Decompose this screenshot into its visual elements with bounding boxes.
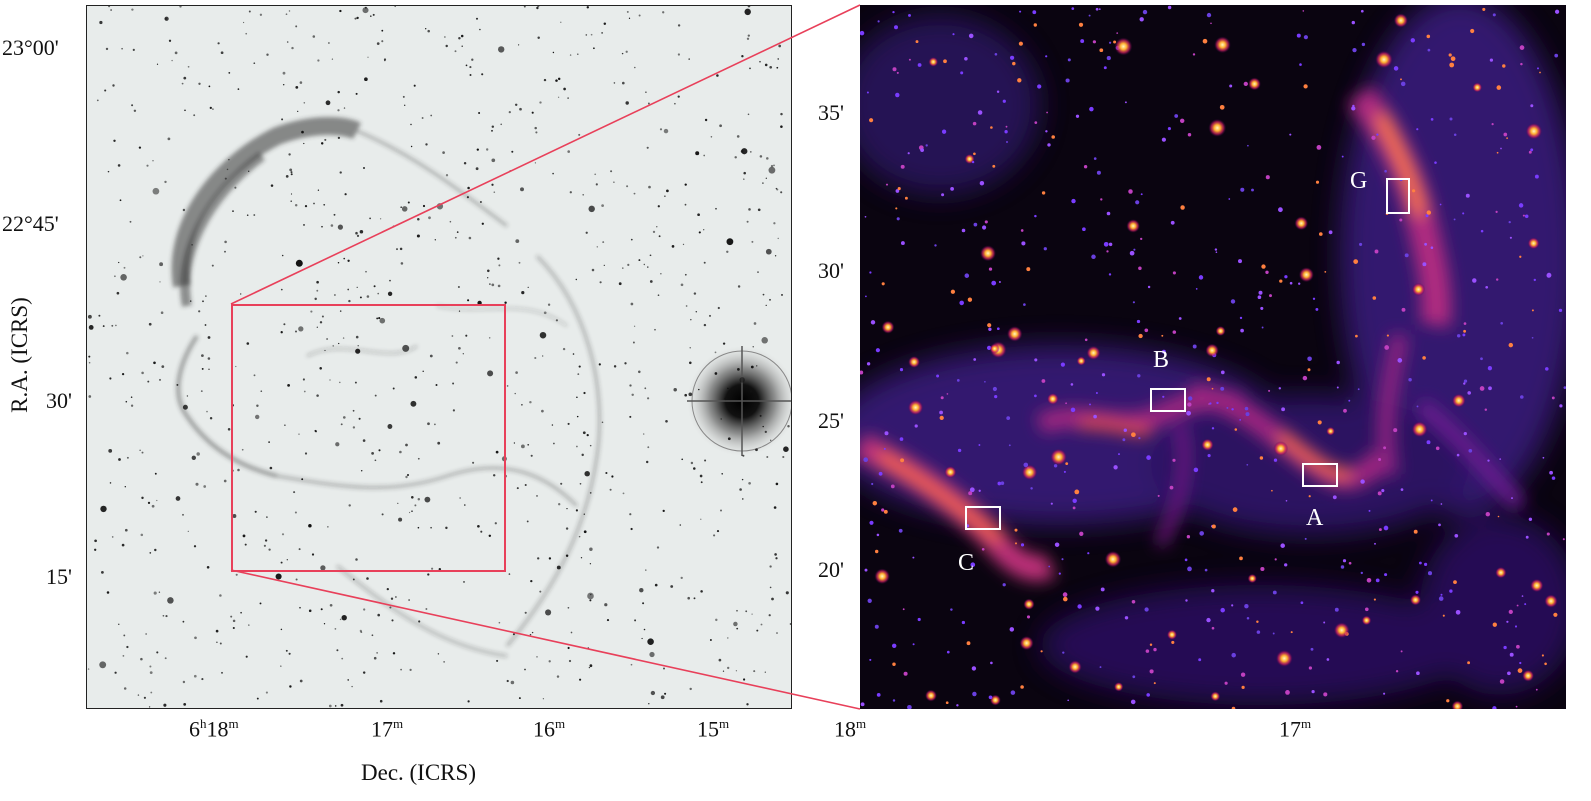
left-sky-image (87, 6, 791, 708)
left-y-tick: 30' (46, 388, 72, 413)
right-x-tick: 17m (1279, 716, 1312, 742)
region-box-g (1386, 178, 1410, 214)
right-emission-image (860, 5, 1566, 709)
left-x-tick: 15m (697, 716, 730, 742)
left-y-axis-title: R.A. (ICRS) (7, 297, 32, 413)
right-x-tick: 18m (834, 716, 867, 742)
left-x-axis-title: Dec. (ICRS) (361, 760, 476, 785)
right-y-tick: 25' (818, 408, 844, 433)
right-image-panel: G B A C (860, 5, 1566, 709)
region-label-g: G (1350, 168, 1368, 194)
right-y-tick: 35' (818, 100, 844, 125)
left-y-tick: 22°45' (2, 211, 59, 236)
region-label-a: A (1306, 505, 1324, 531)
region-label-c: C (958, 550, 975, 576)
left-y-tick: 15' (46, 564, 72, 589)
region-box-b (1150, 388, 1186, 412)
left-y-tick: 23°00' (2, 35, 59, 60)
right-y-tick: 20' (818, 557, 844, 582)
left-x-tick: 16m (533, 716, 566, 742)
region-label-b: B (1153, 347, 1170, 373)
right-y-tick: 30' (818, 258, 844, 283)
left-x-tick: 6h18m (189, 716, 239, 742)
region-box-a (1302, 463, 1338, 487)
region-box-c (965, 506, 1001, 530)
left-image-panel (86, 5, 792, 709)
left-x-tick: 17m (371, 716, 404, 742)
